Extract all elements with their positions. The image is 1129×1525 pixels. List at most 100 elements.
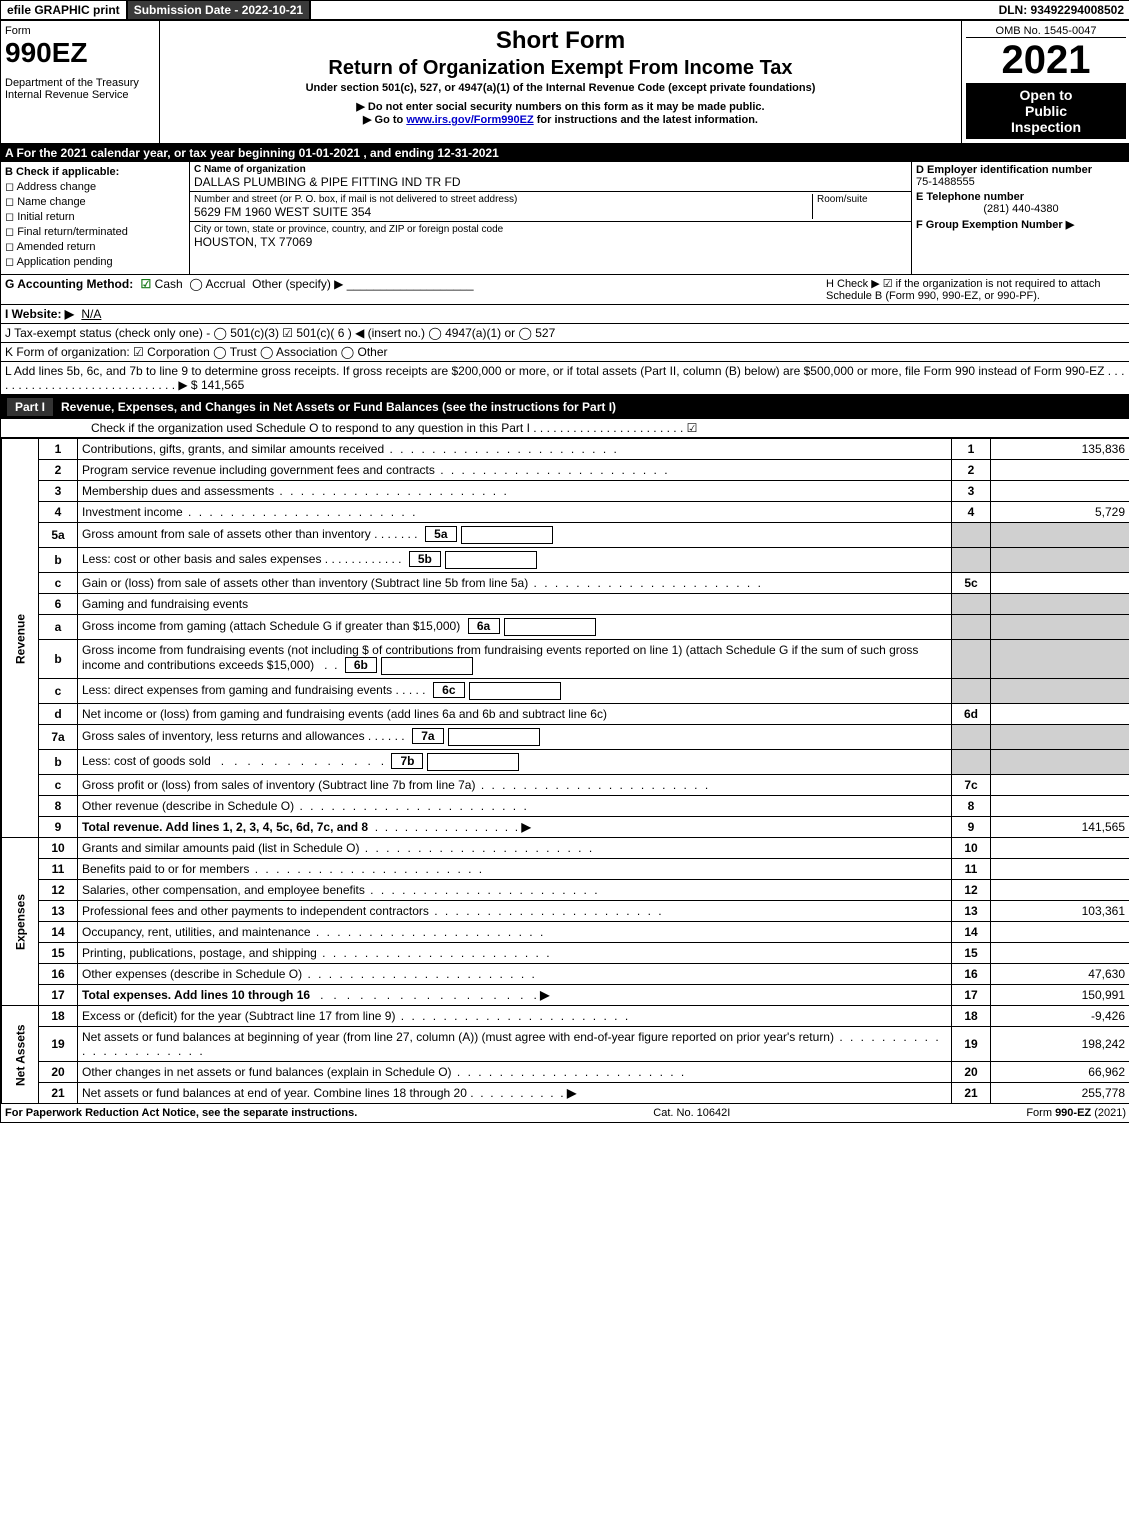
row-num: 10 xyxy=(39,838,78,859)
page-footer: For Paperwork Reduction Act Notice, see … xyxy=(1,1104,1129,1122)
row-amount: 141,565 xyxy=(991,817,1129,838)
chk-amended-return[interactable]: ◻ Amended return xyxy=(5,240,185,253)
row-ln-shaded xyxy=(952,750,991,775)
row-amount: 135,836 xyxy=(991,439,1129,460)
row-num: a xyxy=(39,615,78,640)
irs-link[interactable]: www.irs.gov/Form990EZ xyxy=(406,114,533,126)
row-ln: 13 xyxy=(952,901,991,922)
line-g-h: G Accounting Method: ☑ Cash ◯ Accrual Ot… xyxy=(1,275,1129,305)
h-schedule-b: H Check ▶ ☑ if the organization is not r… xyxy=(826,277,1126,302)
org-name: DALLAS PLUMBING & PIPE FITTING IND TR FD xyxy=(194,175,907,189)
row-amount xyxy=(991,880,1129,901)
inspection: Inspection xyxy=(970,119,1122,135)
row-desc: Gaming and fundraising events xyxy=(78,594,952,615)
efile-print-label[interactable]: efile GRAPHIC print xyxy=(1,1,128,19)
row-num: 17 xyxy=(39,985,78,1006)
row-ln: 5c xyxy=(952,573,991,594)
chk-final-return[interactable]: ◻ Final return/terminated xyxy=(5,225,185,238)
vlabel-net-assets: Net Assets xyxy=(2,1006,39,1104)
g-cash: Cash xyxy=(155,277,183,291)
submission-date-button[interactable]: Submission Date - 2022-10-21 xyxy=(128,1,311,19)
part-1-table: Revenue 1 Contributions, gifts, grants, … xyxy=(1,438,1129,1104)
c-name-label: C Name of organization xyxy=(194,164,907,175)
arrow-icon: ▶ xyxy=(540,988,549,1002)
row-amount: 198,242 xyxy=(991,1027,1129,1062)
row-desc: Professional fees and other payments to … xyxy=(78,901,952,922)
sub-value xyxy=(469,682,561,700)
org-address: 5629 FM 1960 WEST SUITE 354 xyxy=(194,205,812,219)
row-num: 5a xyxy=(39,523,78,548)
row-amount: 103,361 xyxy=(991,901,1129,922)
row-desc: Gross income from gaming (attach Schedul… xyxy=(78,615,952,640)
footer-paperwork: For Paperwork Reduction Act Notice, see … xyxy=(5,1107,357,1119)
row-amount xyxy=(991,838,1129,859)
row-ln-shaded xyxy=(952,725,991,750)
row-ln: 17 xyxy=(952,985,991,1006)
row-num: 18 xyxy=(39,1006,78,1027)
col-c-org-info: C Name of organization DALLAS PLUMBING &… xyxy=(190,162,912,274)
sub-value xyxy=(445,551,537,569)
sub-label: 6b xyxy=(345,657,377,673)
part-1-title: Revenue, Expenses, and Changes in Net As… xyxy=(61,400,616,414)
title-short-form: Short Form xyxy=(164,27,957,55)
row-num: 16 xyxy=(39,964,78,985)
chk-cash-icon[interactable]: ☑ xyxy=(141,277,152,291)
row-ln: 20 xyxy=(952,1062,991,1083)
top-bar-left: efile GRAPHIC print Submission Date - 20… xyxy=(1,1,311,19)
org-city: HOUSTON, TX 77069 xyxy=(194,235,907,249)
chk-address-change[interactable]: ◻ Address change xyxy=(5,180,185,193)
tax-year: 2021 xyxy=(966,38,1126,83)
row-desc: Total revenue. Add lines 1, 2, 3, 4, 5c,… xyxy=(78,817,952,838)
i-label: I Website: ▶ xyxy=(5,307,74,321)
sub-label: 7a xyxy=(412,728,444,744)
row-num: 20 xyxy=(39,1062,78,1083)
row-amount: 150,991 xyxy=(991,985,1129,1006)
chk-initial-return[interactable]: ◻ Initial return xyxy=(5,210,185,223)
row-num: 4 xyxy=(39,502,78,523)
sub-value xyxy=(504,618,596,636)
subtitle-ssn: ▶ Do not enter social security numbers o… xyxy=(164,100,957,113)
row-ln-shaded xyxy=(952,679,991,704)
row-amount: 47,630 xyxy=(991,964,1129,985)
row-ln-shaded xyxy=(952,640,991,679)
goto-pre: ▶ Go to xyxy=(363,114,406,126)
sub-label: 5b xyxy=(409,551,441,567)
e-phone-label: E Telephone number xyxy=(916,191,1126,203)
header-center: Short Form Return of Organization Exempt… xyxy=(160,21,962,143)
row-amount xyxy=(991,481,1129,502)
row-num: 15 xyxy=(39,943,78,964)
row-desc: Printing, publications, postage, and shi… xyxy=(78,943,952,964)
row-ln: 3 xyxy=(952,481,991,502)
row-ln-shaded xyxy=(952,594,991,615)
row-amount-shaded xyxy=(991,615,1129,640)
omb-number: OMB No. 1545-0047 xyxy=(966,25,1126,38)
row-num: 21 xyxy=(39,1083,78,1104)
arrow-icon: ▶ xyxy=(521,820,530,834)
row-num: c xyxy=(39,573,78,594)
chk-name-change[interactable]: ◻ Name change xyxy=(5,195,185,208)
row-ln: 7c xyxy=(952,775,991,796)
row-amount xyxy=(991,704,1129,725)
city-label: City or town, state or province, country… xyxy=(194,224,907,235)
info-grid: B Check if applicable: ◻ Address change … xyxy=(1,162,1129,275)
row-num: c xyxy=(39,679,78,704)
form-page: efile GRAPHIC print Submission Date - 20… xyxy=(0,0,1129,1123)
row-amount-shaded xyxy=(991,523,1129,548)
sub-label: 6a xyxy=(468,618,500,634)
row-desc: Less: cost or other basis and sales expe… xyxy=(78,548,952,573)
irs-label: Internal Revenue Service xyxy=(5,89,155,101)
row-desc: Gross amount from sale of assets other t… xyxy=(78,523,952,548)
row-num: 9 xyxy=(39,817,78,838)
chk-application-pending[interactable]: ◻ Application pending xyxy=(5,255,185,268)
row-ln: 10 xyxy=(952,838,991,859)
row-amount: 5,729 xyxy=(991,502,1129,523)
row-ln: 12 xyxy=(952,880,991,901)
row-desc: Contributions, gifts, grants, and simila… xyxy=(78,439,952,460)
row-ln: 1 xyxy=(952,439,991,460)
row-ln: 21 xyxy=(952,1083,991,1104)
section-a-period: A For the 2021 calendar year, or tax yea… xyxy=(1,144,1129,162)
part-1-header: Part I Revenue, Expenses, and Changes in… xyxy=(1,395,1129,419)
row-desc: Program service revenue including govern… xyxy=(78,460,952,481)
room-suite-label: Room/suite xyxy=(812,194,907,219)
row-num: b xyxy=(39,640,78,679)
